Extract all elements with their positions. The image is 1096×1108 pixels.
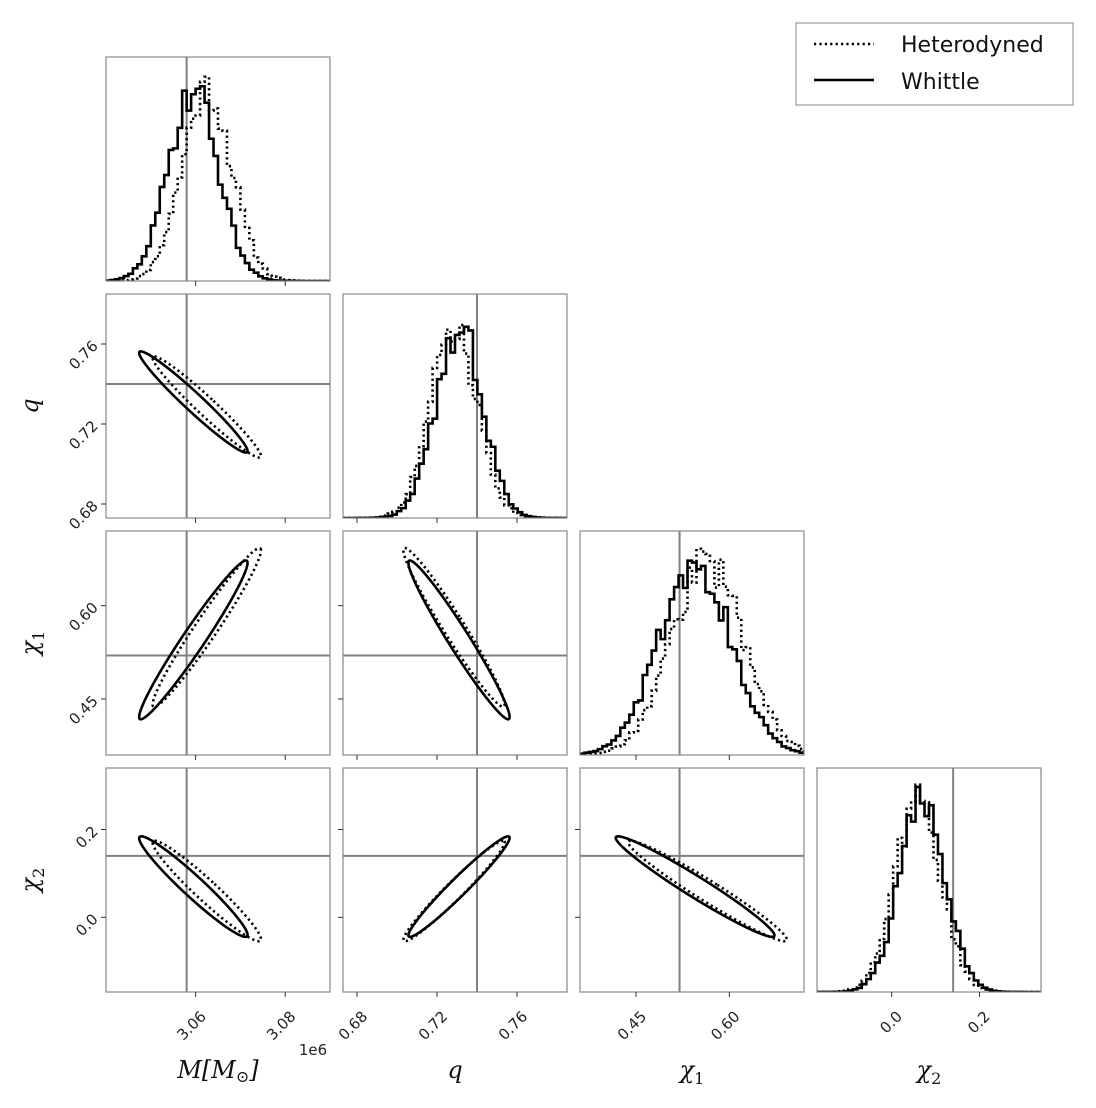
x-tick-label-chi2: 0.0 — [876, 1008, 906, 1038]
panel-q-M: 0.68 0.72 0.76 — [65, 293, 331, 533]
panel-frame — [816, 767, 1042, 993]
panel-frame — [579, 767, 805, 993]
panel-frame — [342, 767, 568, 993]
x-tick-label-q: 0.68 — [335, 1008, 371, 1044]
axis-label-main: χ — [16, 639, 44, 657]
axis-label-sub: ⊙ — [236, 1067, 249, 1086]
panel-chi2-chi1: 0.45 0.60 — [575, 767, 805, 1044]
legend-box — [795, 22, 1074, 106]
panel-chi2-q: 0.68 0.72 0.76 — [335, 767, 568, 1044]
panel-content — [580, 768, 804, 992]
panel-M-M — [105, 56, 331, 286]
axis-label-main: χ — [16, 876, 44, 894]
legend-label-heterodyned: Heterodyned — [901, 33, 1044, 58]
contour-whittle-chi2-q — [407, 835, 511, 939]
panel-content — [343, 531, 567, 755]
hist-heterodyned-q — [343, 323, 567, 518]
panel-chi1-M: 0.45 0.60 — [65, 530, 331, 760]
contour-whittle-chi2-chi1 — [614, 835, 776, 939]
y-tick-label-chi2: 0.0 — [72, 910, 102, 940]
axis-label-end: ] — [248, 1056, 259, 1084]
axis-label-main: M[M — [176, 1056, 237, 1084]
contour-whittle-chi2-M — [137, 835, 249, 939]
contour-heterodyned-chi1-M — [151, 546, 263, 709]
panel-content — [343, 768, 567, 992]
y-tick-label-q: 0.76 — [65, 337, 101, 373]
panel-content — [343, 294, 567, 518]
contour-whittle-q-M — [137, 350, 249, 454]
axis-label-main: χ — [915, 1056, 933, 1084]
panel-chi2-chi2: 0.0 0.2 — [816, 767, 1042, 1038]
hist-whittle-chi2 — [817, 785, 1041, 992]
panels: 0.680.720.760.450.603.06 3.080.00.20.68 0.… — [16, 56, 1042, 1088]
panel-frame — [105, 293, 331, 519]
axis-label-q: q — [16, 398, 44, 413]
axis-label-M: M[M⊙] — [176, 1056, 259, 1086]
x-tick-label-chi2: 0.2 — [964, 1008, 994, 1038]
panel-frame — [105, 767, 331, 993]
y-tick-label-q: 0.72 — [65, 417, 101, 453]
panel-frame — [342, 530, 568, 756]
panel-q-q — [342, 293, 568, 523]
panel-frame — [342, 293, 568, 519]
axis-label-sub: 1 — [29, 631, 48, 641]
panel-chi1-q — [338, 530, 568, 760]
axis-label-sub: 2 — [931, 1069, 941, 1088]
panel-content — [106, 531, 330, 755]
axis-label-main: χ — [678, 1056, 696, 1084]
x-tick-label-M: 3.08 — [263, 1008, 299, 1044]
panel-frame — [105, 530, 331, 756]
contour-whittle-chi1-M — [137, 559, 249, 721]
y-tick-label-chi1: 0.45 — [65, 692, 101, 728]
axis-label-chi2: χ2 — [915, 1056, 942, 1088]
legend-label-whittle: Whittle — [901, 70, 980, 95]
panel-content — [106, 57, 330, 281]
panel-content — [106, 768, 330, 992]
hist-whittle-chi1 — [580, 559, 804, 755]
y-tick-label-q: 0.68 — [65, 497, 101, 533]
y-tick-label-chi1: 0.60 — [65, 599, 101, 635]
contour-heterodyned-chi1-q — [402, 546, 506, 709]
x-tick-label-M: 3.06 — [174, 1008, 210, 1044]
axis-label-sub: 1 — [694, 1069, 704, 1088]
x-offset-text-M: 1e6 — [299, 1041, 327, 1059]
panel-content — [817, 768, 1041, 992]
panel-chi2-M: 3.06 3.08 0.0 0.2 — [72, 767, 331, 1044]
axis-label-chi1: χ1 — [678, 1056, 705, 1088]
x-tick-label-q: 0.76 — [495, 1008, 531, 1044]
panel-content — [106, 294, 330, 518]
hist-whittle-M — [106, 84, 330, 281]
x-tick-label-chi1: 0.60 — [707, 1008, 743, 1044]
contour-whittle-chi1-q — [407, 559, 511, 721]
axis-label-main: q — [447, 1056, 462, 1084]
x-tick-label-chi1: 0.45 — [614, 1008, 650, 1044]
x-tick-label-q: 0.72 — [415, 1008, 451, 1044]
panel-chi1-chi1 — [579, 530, 805, 760]
axis-label-sub: 2 — [29, 868, 48, 878]
legend: Heterodyned Whittle — [795, 22, 1074, 106]
axis-label-main: q — [16, 398, 44, 413]
panel-frame — [579, 530, 805, 756]
panel-content — [580, 531, 804, 755]
y-tick-label-chi2: 0.2 — [72, 822, 102, 852]
axis-label-chi2: χ2 — [16, 868, 48, 895]
hist-whittle-q — [343, 325, 567, 518]
panel-frame — [105, 56, 331, 282]
hist-heterodyned-chi1 — [580, 547, 804, 755]
axis-label-chi1: χ1 — [16, 631, 48, 658]
axis-label-q: q — [447, 1056, 462, 1084]
